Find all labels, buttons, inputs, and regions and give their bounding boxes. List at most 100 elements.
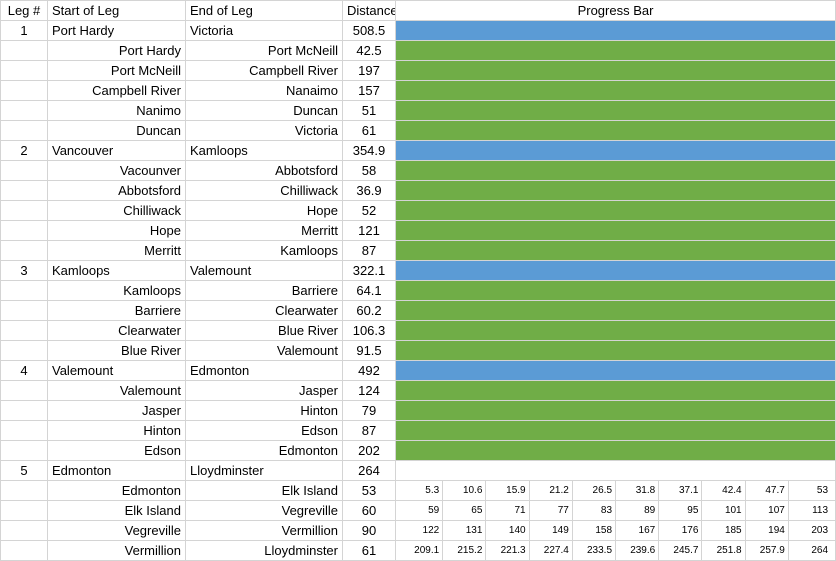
step-value[interactable]: 176 [658,521,701,540]
step-value[interactable]: 257.9 [744,541,788,560]
segment-step-values[interactable]: 5.3 10.6 15.9 21.2 26.5 31.8 37.1 42.4 47.7 53 [395,480,836,501]
segment-progress-bar[interactable] [395,160,836,181]
segment-leg-cell[interactable] [0,40,48,61]
segment-leg-cell[interactable] [0,400,48,421]
segment-start-cell[interactable]: Edson [47,440,186,461]
segment-progress-bar[interactable] [395,340,836,361]
step-value[interactable]: 203 [787,521,831,540]
leg-end-cell[interactable]: Lloydminster [185,460,343,481]
segment-end-cell[interactable]: Abbotsford [185,160,343,181]
segment-distance-cell[interactable]: 106.3 [342,320,396,341]
segment-end-cell[interactable]: Victoria [185,120,343,141]
step-value[interactable]: 42.4 [701,481,744,500]
segment-start-cell[interactable]: Merritt [47,240,186,261]
segment-progress-bar[interactable] [395,120,836,141]
segment-end-cell[interactable]: Campbell River [185,60,343,81]
segment-end-cell[interactable]: Vermillion [185,520,343,541]
leg-end-cell[interactable]: Kamloops [185,140,343,161]
segment-end-cell[interactable]: Chilliwack [185,180,343,201]
segment-end-cell[interactable]: Lloydminster [185,540,343,561]
segment-end-cell[interactable]: Duncan [185,100,343,121]
segment-distance-cell[interactable]: 64.1 [342,280,396,301]
step-value[interactable]: 140 [485,521,528,540]
step-value[interactable]: 59 [428,505,440,516]
step-value[interactable]: 107 [744,501,788,520]
segment-step-values[interactable]: 59 65 71 77 83 89 95 101 107 113 [395,500,836,521]
segment-end-cell[interactable]: Blue River [185,320,343,341]
segment-end-cell[interactable]: Elk Island [185,480,343,501]
step-value[interactable]: 149 [528,521,572,540]
segment-distance-cell[interactable]: 202 [342,440,396,461]
segment-leg-cell[interactable] [0,100,48,121]
leg-progress-bar[interactable] [395,460,836,481]
segment-end-cell[interactable]: Valemount [185,340,343,361]
header-leg[interactable]: Leg # [0,0,48,21]
segment-progress-bar[interactable] [395,180,836,201]
segment-start-cell[interactable]: Jasper [47,400,186,421]
segment-start-cell[interactable]: Campbell River [47,80,186,101]
segment-progress-bar[interactable] [395,40,836,61]
segment-end-cell[interactable]: Clearwater [185,300,343,321]
segment-end-cell[interactable]: Jasper [185,380,343,401]
step-value[interactable]: 167 [615,521,658,540]
segment-distance-cell[interactable]: 61 [342,540,396,561]
segment-start-cell[interactable]: Valemount [47,380,186,401]
step-value[interactable]: 209.1 [414,545,440,556]
segment-leg-cell[interactable] [0,480,48,501]
segment-distance-cell[interactable]: 42.5 [342,40,396,61]
segment-start-cell[interactable]: Clearwater [47,320,186,341]
segment-distance-cell[interactable]: 91.5 [342,340,396,361]
header-start[interactable]: Start of Leg [47,0,186,21]
leg-number-cell[interactable]: 2 [0,140,48,161]
leg-start-cell[interactable]: Edmonton [47,460,186,481]
step-value[interactable]: 227.4 [528,541,572,560]
segment-start-cell[interactable]: Vegreville [47,520,186,541]
step-value[interactable]: 158 [571,521,615,540]
leg-progress-bar[interactable] [395,20,836,41]
segment-progress-bar[interactable] [395,100,836,121]
segment-distance-cell[interactable]: 51 [342,100,396,121]
step-value[interactable]: 15.9 [485,481,528,500]
leg-distance-cell[interactable]: 492 [342,360,396,381]
leg-start-cell[interactable]: Valemount [47,360,186,381]
step-value[interactable]: 21.2 [528,481,572,500]
segment-start-cell[interactable]: Edmonton [47,480,186,501]
step-value[interactable]: 95 [658,501,701,520]
leg-number-cell[interactable]: 4 [0,360,48,381]
segment-end-cell[interactable]: Nanaimo [185,80,343,101]
segment-start-cell[interactable]: Hinton [47,420,186,441]
segment-leg-cell[interactable] [0,380,48,401]
segment-start-cell[interactable]: Chilliwack [47,200,186,221]
step-value[interactable]: 215.2 [442,541,485,560]
step-value[interactable]: 101 [701,501,744,520]
leg-start-cell[interactable]: Vancouver [47,140,186,161]
segment-progress-bar[interactable] [395,400,836,421]
step-value[interactable]: 233.5 [571,541,615,560]
segment-progress-bar[interactable] [395,200,836,221]
segment-distance-cell[interactable]: 121 [342,220,396,241]
segment-leg-cell[interactable] [0,180,48,201]
segment-start-cell[interactable]: Kamloops [47,280,186,301]
segment-leg-cell[interactable] [0,540,48,561]
leg-end-cell[interactable]: Valemount [185,260,343,281]
segment-leg-cell[interactable] [0,60,48,81]
segment-distance-cell[interactable]: 197 [342,60,396,81]
segment-end-cell[interactable]: Hope [185,200,343,221]
leg-distance-cell[interactable]: 508.5 [342,20,396,41]
segment-end-cell[interactable]: Edson [185,420,343,441]
leg-distance-cell[interactable]: 264 [342,460,396,481]
segment-progress-bar[interactable] [395,240,836,261]
segment-leg-cell[interactable] [0,300,48,321]
segment-leg-cell[interactable] [0,200,48,221]
step-value[interactable]: 122 [422,525,440,536]
segment-distance-cell[interactable]: 87 [342,240,396,261]
step-value[interactable]: 65 [442,501,485,520]
segment-leg-cell[interactable] [0,120,48,141]
segment-leg-cell[interactable] [0,440,48,461]
step-value[interactable]: 37.1 [658,481,701,500]
segment-start-cell[interactable]: Port McNeill [47,60,186,81]
leg-distance-cell[interactable]: 322.1 [342,260,396,281]
segment-start-cell[interactable]: Hope [47,220,186,241]
leg-start-cell[interactable]: Port Hardy [47,20,186,41]
leg-distance-cell[interactable]: 354.9 [342,140,396,161]
